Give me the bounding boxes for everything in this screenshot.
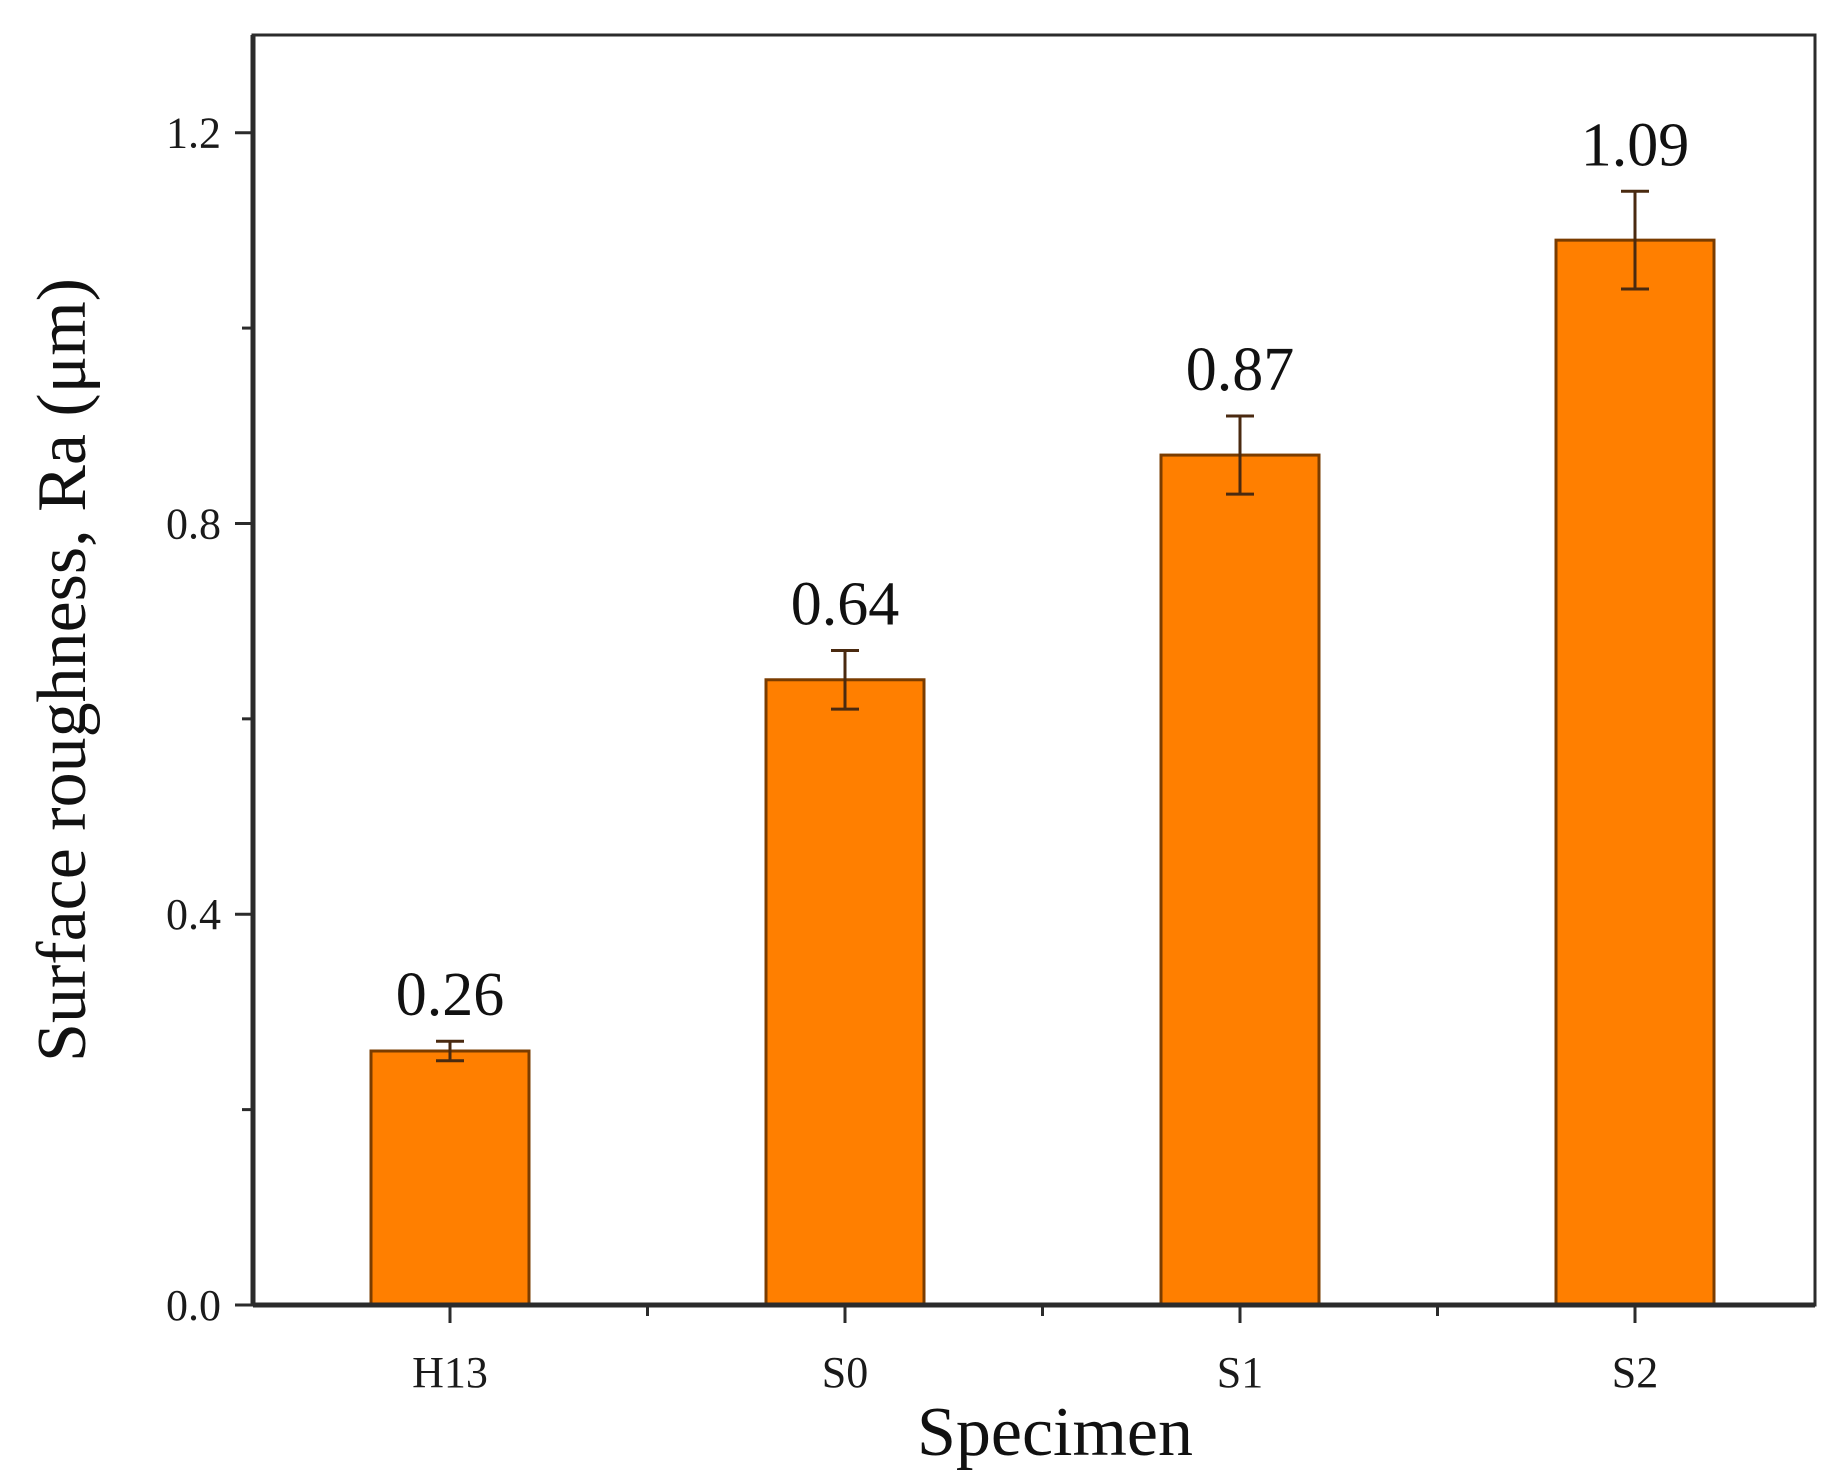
y-tick-label: 0.4 [166,890,221,939]
data-label-s1: 0.87 [1186,336,1295,404]
bar-s1 [1159,453,1321,1307]
y-tick-label: 0.8 [166,499,221,548]
error-bars-layer [436,189,1649,1063]
data-label-s0: 0.64 [791,570,900,638]
bars-layer [369,238,1716,1307]
x-axis-ticks: H13 S0 S1 S2 [412,1305,1658,1397]
bar-h13 [369,1049,531,1307]
y-axis-ticks: 0.0 0.4 0.8 1.2 [166,109,253,1330]
data-label-s2: 1.09 [1581,111,1690,179]
x-tick-label-s0: S0 [822,1348,868,1397]
x-tick-label-s1: S1 [1217,1348,1263,1397]
x-tick-label-h13: H13 [412,1348,488,1397]
data-label-h13: 0.26 [396,961,505,1029]
y-tick-label: 1.2 [166,109,221,158]
x-axis-title: Specimen [917,1394,1193,1471]
y-axis-title: Surface roughness, Ra (μm) [24,278,101,1062]
data-labels-layer: 0.26 0.64 0.87 1.09 [396,111,1690,1029]
y-tick-label: 0.0 [166,1281,221,1330]
bar-s2 [1554,238,1716,1307]
bar-s0 [764,678,926,1307]
x-tick-label-s2: S2 [1612,1348,1658,1397]
